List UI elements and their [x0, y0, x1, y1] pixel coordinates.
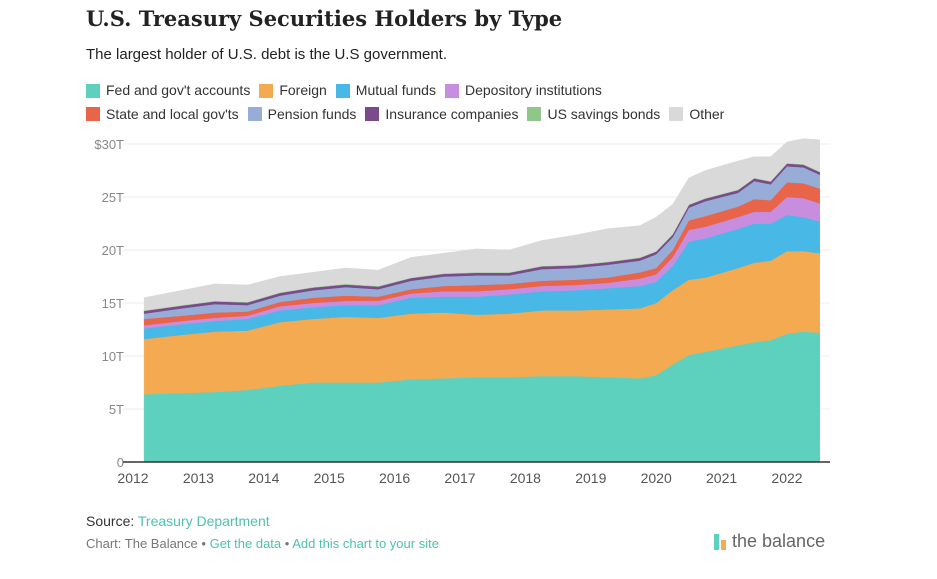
source-link[interactable]: Treasury Department [137, 513, 270, 529]
legend-item[interactable]: State and local gov'ts [86, 104, 239, 125]
legend-label: Mutual funds [355, 82, 436, 98]
x-tick-label: 2019 [575, 470, 606, 486]
legend-item[interactable]: Fed and gov't accounts [86, 80, 250, 101]
x-tick-label: 2021 [706, 470, 737, 486]
x-tick-label: 2020 [641, 470, 672, 486]
legend-label: Insurance companies [385, 105, 519, 122]
legend-swatch [527, 107, 542, 121]
legend-swatch [444, 83, 459, 98]
legend-item[interactable]: Mutual funds [335, 80, 436, 101]
legend-label: US savings bonds [547, 105, 661, 122]
legend-label: Foreign [279, 82, 327, 98]
legend-label: Other [689, 105, 725, 122]
credit-line: Chart: The Balance • Get the data • Add … [86, 536, 439, 551]
x-tick-label: 2022 [771, 470, 802, 486]
legend-label: Fed and gov't accounts [106, 82, 251, 98]
y-tick-label: 10T [102, 349, 124, 364]
legend-item[interactable]: Insurance companies [365, 104, 518, 125]
logo-text: the balance [732, 531, 826, 551]
legend: Fed and gov't accounts Foreign Mutual fund… [86, 80, 786, 127]
x-tick-label: 2015 [314, 470, 345, 486]
x-tick-label: 2013 [183, 470, 214, 486]
legend-item[interactable]: Pension funds [247, 104, 357, 125]
add-chart-link[interactable]: Add this chart to your site [292, 536, 439, 551]
y-tick-label: 25T [102, 190, 124, 205]
legend-swatch [259, 83, 274, 98]
x-tick-label: 2016 [379, 470, 410, 486]
legend-swatch [86, 83, 100, 98]
source-line: Source: Treasury Department [86, 513, 270, 529]
legend-swatch [669, 107, 684, 121]
x-tick-label: 2018 [510, 470, 541, 486]
y-tick-label: $30T [94, 137, 124, 152]
legend-item[interactable]: Depository institutions [444, 80, 602, 101]
legend-label: State and local gov'ts [106, 105, 239, 122]
chart-title: U.S. Treasury Securities Holders by Type [86, 6, 563, 31]
logo-mark-icon [714, 533, 719, 550]
the-balance-logo: the balance [714, 531, 825, 552]
y-tick-label: 15T [102, 296, 124, 311]
x-tick-label: 2014 [248, 470, 279, 486]
separator: • [201, 536, 206, 551]
legend-swatch [365, 107, 380, 121]
legend-swatch [335, 83, 350, 98]
legend-swatch [247, 107, 262, 121]
legend-label: Depository institutions [464, 82, 602, 98]
legend-item[interactable]: Other [669, 104, 724, 125]
get-data-link[interactable]: Get the data [209, 536, 282, 551]
credit-text: Chart: The Balance [86, 536, 198, 551]
separator: • [284, 536, 290, 551]
area-other [143, 138, 820, 311]
x-tick-label: 2017 [444, 470, 475, 486]
x-tick-label: 2012 [117, 470, 148, 486]
y-tick-label: 0 [117, 455, 124, 470]
legend-item[interactable]: US savings bonds [527, 104, 660, 125]
logo-mark-icon [721, 539, 726, 550]
y-tick-label: 20T [102, 243, 124, 258]
source-label: Source: [86, 513, 135, 529]
legend-swatch [86, 107, 100, 121]
y-tick-label: 5T [109, 402, 124, 417]
chart-subtitle: The largest holder of U.S. debt is the U… [86, 46, 448, 63]
legend-label: Pension funds [267, 105, 357, 122]
legend-item[interactable]: Foreign [259, 80, 327, 101]
